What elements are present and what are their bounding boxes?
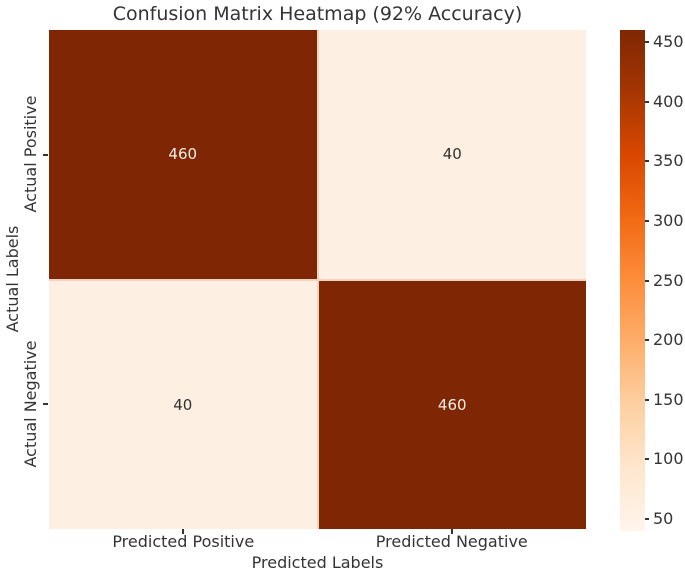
colorbar-tick-labels: 450 400 350 300 250 200 150 100 50: [653, 32, 684, 529]
heatmap-grid: 460 40 40 460: [49, 30, 586, 529]
x-tick-label-predicted-positive: Predicted Positive: [112, 532, 255, 551]
heatmap-cell: 460: [318, 280, 586, 529]
colorbar-tick-mark: [645, 41, 649, 43]
colorbar-tick-mark: [645, 160, 649, 163]
cell-value: 40: [442, 145, 462, 164]
colorbar-tick-mark: [645, 398, 649, 401]
chart-title: Confusion Matrix Heatmap (92% Accuracy): [112, 3, 523, 25]
x-axis-label: Predicted Labels: [251, 553, 384, 572]
colorbar-tick-label: 100: [653, 449, 684, 469]
y-tick-label-actual-positive: Actual Positive: [21, 95, 40, 213]
heatmap-cell: 40: [318, 30, 586, 279]
y-tick-label-actual-negative: Actual Negative: [21, 340, 40, 468]
colorbar-tick-mark: [645, 458, 649, 461]
colorbar-tick-label: 50: [653, 509, 674, 528]
x-tick-mark: [182, 529, 184, 534]
cell-value: 40: [173, 395, 193, 414]
y-tick-mark: [43, 154, 48, 156]
colorbar-tick-label: 150: [653, 389, 684, 409]
y-tick-mark: [43, 403, 48, 405]
colorbar-tick-marks: [645, 41, 649, 520]
cell-value: 460: [437, 395, 467, 414]
x-tick-labels: Predicted Positive Predicted Negative: [49, 532, 586, 551]
colorbar-tick-mark: [645, 279, 649, 282]
colorbar-tick-mark: [645, 100, 649, 103]
colorbar-tick-label: 200: [653, 330, 684, 350]
heatmap-cell: 460: [49, 30, 317, 279]
colorbar-tick-mark: [645, 219, 649, 222]
colorbar-tick-label: 250: [653, 270, 684, 290]
colorbar-tick-label: 400: [653, 91, 684, 111]
colorbar-gradient: [620, 30, 645, 531]
colorbar-tick-mark: [645, 339, 649, 342]
y-axis-label: Actual Labels: [3, 225, 22, 333]
x-tick-label-predicted-negative: Predicted Negative: [375, 532, 528, 551]
colorbar-tick-label: 300: [653, 210, 684, 230]
colorbar-tick-label: 450: [653, 32, 684, 51]
colorbar-tick-mark: [645, 518, 649, 520]
colorbar-tick-label: 350: [653, 151, 684, 171]
cell-value: 460: [168, 145, 198, 164]
heatmap-cell: 40: [49, 280, 317, 529]
x-tick-mark: [451, 529, 453, 534]
